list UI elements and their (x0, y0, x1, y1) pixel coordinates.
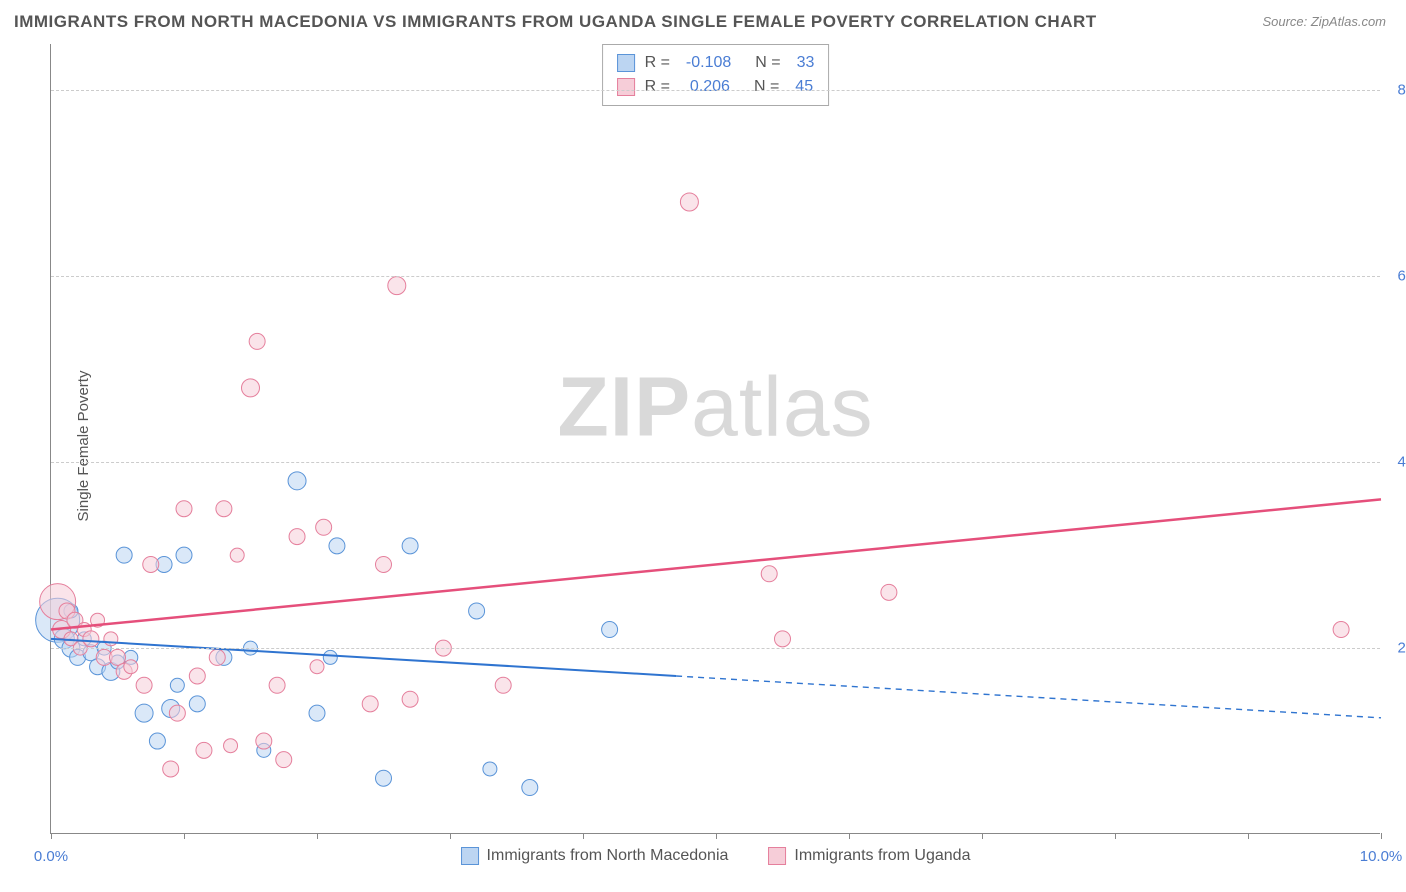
data-point (196, 742, 212, 758)
data-point (881, 584, 897, 600)
data-point (376, 770, 392, 786)
data-point (249, 333, 265, 349)
data-point (309, 705, 325, 721)
x-tick (849, 833, 850, 839)
plot-area: ZIPatlas R = -0.108 N = 33 R = 0.206 N =… (50, 44, 1380, 834)
data-point (483, 762, 497, 776)
n-value-uganda: 45 (795, 75, 813, 99)
r-value-uganda: 0.206 (690, 75, 730, 99)
data-point (323, 650, 337, 664)
data-point (256, 733, 272, 749)
gridline (51, 648, 1380, 649)
legend-series: Immigrants from North Macedonia Immigran… (461, 847, 971, 865)
gridline (51, 462, 1380, 463)
legend-row-macedonia: R = -0.108 N = 33 (617, 51, 815, 75)
n-value-macedonia: 33 (797, 51, 815, 75)
data-point (242, 379, 260, 397)
legend-correlation: R = -0.108 N = 33 R = 0.206 N = 45 (602, 44, 830, 106)
data-point (316, 519, 332, 535)
data-point (209, 649, 225, 665)
data-point (602, 622, 618, 638)
data-point (761, 566, 777, 582)
data-point (116, 547, 132, 563)
data-point (216, 501, 232, 517)
x-tick (450, 833, 451, 839)
legend-row-uganda: R = 0.206 N = 45 (617, 75, 815, 99)
x-tick (716, 833, 717, 839)
data-point (83, 631, 99, 647)
data-point (169, 705, 185, 721)
n-label: N = (755, 51, 780, 75)
x-tick-label: 10.0% (1360, 848, 1403, 865)
x-tick (317, 833, 318, 839)
data-point (189, 696, 205, 712)
data-point (329, 538, 345, 554)
data-point (170, 678, 184, 692)
data-point (289, 529, 305, 545)
x-tick (1115, 833, 1116, 839)
data-point (288, 472, 306, 490)
data-point (149, 733, 165, 749)
x-tick-label: 0.0% (34, 848, 68, 865)
data-point (495, 677, 511, 693)
data-point (402, 691, 418, 707)
data-point (376, 556, 392, 572)
trend-line-extrapolated (676, 676, 1381, 718)
legend-item-macedonia: Immigrants from North Macedonia (461, 847, 729, 865)
data-point (680, 193, 698, 211)
gridline (51, 90, 1380, 91)
data-point (176, 501, 192, 517)
x-tick (1248, 833, 1249, 839)
data-point (522, 780, 538, 796)
swatch-uganda (617, 78, 635, 96)
series-label-macedonia: Immigrants from North Macedonia (487, 847, 729, 865)
data-point (1333, 622, 1349, 638)
x-tick (184, 833, 185, 839)
x-tick (51, 833, 52, 839)
chart-title: IMMIGRANTS FROM NORTH MACEDONIA VS IMMIG… (14, 12, 1097, 32)
data-point (269, 677, 285, 693)
chart-svg (51, 44, 1380, 833)
data-point (189, 668, 205, 684)
r-value-macedonia: -0.108 (686, 51, 731, 75)
y-tick-label: 20.0% (1397, 640, 1406, 657)
y-tick-label: 60.0% (1397, 268, 1406, 285)
n-label: N = (754, 75, 779, 99)
data-point (402, 538, 418, 554)
x-tick (583, 833, 584, 839)
y-tick-label: 80.0% (1397, 82, 1406, 99)
data-point (143, 556, 159, 572)
data-point (176, 547, 192, 563)
swatch-macedonia (617, 54, 635, 72)
series-label-uganda: Immigrants from Uganda (794, 847, 970, 865)
swatch-macedonia-icon (461, 847, 479, 865)
r-label: R = (645, 51, 670, 75)
x-tick (1381, 833, 1382, 839)
x-tick (982, 833, 983, 839)
data-point (224, 739, 238, 753)
data-point (104, 632, 118, 646)
data-point (276, 752, 292, 768)
y-tick-label: 40.0% (1397, 454, 1406, 471)
r-label: R = (645, 75, 670, 99)
data-point (469, 603, 485, 619)
data-point (775, 631, 791, 647)
source-label: Source: ZipAtlas.com (1262, 14, 1386, 29)
legend-item-uganda: Immigrants from Uganda (768, 847, 970, 865)
gridline (51, 276, 1380, 277)
trend-line (51, 639, 676, 676)
data-point (230, 548, 244, 562)
data-point (362, 696, 378, 712)
data-point (310, 660, 324, 674)
data-point (163, 761, 179, 777)
data-point (136, 677, 152, 693)
data-point (388, 277, 406, 295)
trend-line (51, 499, 1381, 629)
data-point (135, 704, 153, 722)
data-point (124, 660, 138, 674)
swatch-uganda-icon (768, 847, 786, 865)
